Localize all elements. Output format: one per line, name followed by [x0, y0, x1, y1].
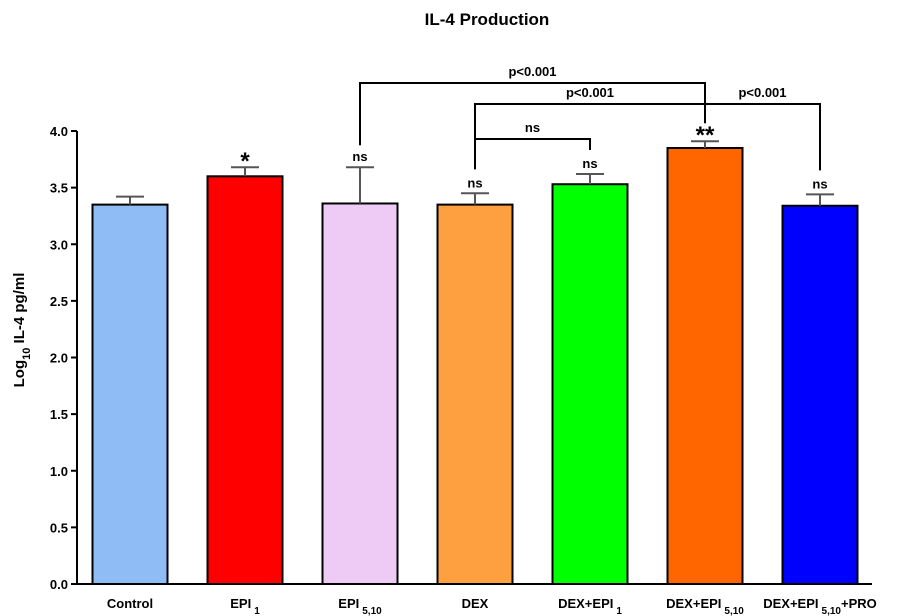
- x-category-label: EPI 1: [230, 596, 260, 616]
- comparison-bracket: [705, 103, 821, 171]
- comparison-bracket: [359, 82, 706, 146]
- x-category-label: EPI 5,10: [338, 596, 382, 616]
- bar: [666, 146, 744, 586]
- y-tick-label: 1.0: [50, 464, 68, 479]
- x-category-label: Control: [107, 596, 153, 611]
- y-tick-label: 0.5: [50, 520, 68, 535]
- bar: [91, 203, 169, 586]
- x-category-label: DEX+EPI 5,10+PRO: [763, 596, 877, 616]
- y-tick-label: 2.0: [50, 351, 68, 366]
- y-tick-label: 3.0: [50, 237, 68, 252]
- bars: [91, 140, 859, 586]
- annotations: * ns ns ns ** ns p<0.001 p<0.001 p<0.001 ns: [240, 64, 827, 191]
- comparison-bracket: [474, 138, 591, 170]
- comparison-label: p<0.001: [566, 85, 614, 100]
- y-tick-label: 2.5: [50, 294, 68, 309]
- significance-label: ns: [582, 156, 597, 171]
- y-axis-label-rest: IL-4 pg/ml: [11, 273, 28, 348]
- x-category-label: DEX+EPI 1: [558, 596, 622, 616]
- comparison-label: p<0.001: [508, 64, 556, 79]
- bar: [321, 202, 399, 585]
- y-axis-label-main: Log: [11, 360, 28, 388]
- y-tick-label: 3.5: [50, 181, 68, 196]
- comparison-label: p<0.001: [738, 85, 786, 100]
- significance-star: *: [240, 148, 250, 175]
- x-category-label: DEX+EPI 5,10: [666, 596, 744, 616]
- y-tick-label: 4.0: [50, 124, 68, 139]
- bar: [551, 183, 629, 585]
- significance-label: ns: [812, 176, 827, 191]
- comparison-label: ns: [525, 120, 540, 135]
- y-axis-label-sub: 10: [21, 348, 33, 360]
- bar: [781, 204, 859, 585]
- bar: [206, 175, 284, 586]
- bar: [436, 203, 514, 586]
- x-category-label: DEX: [462, 596, 489, 611]
- significance-label: ns: [352, 149, 367, 164]
- significance-star: **: [696, 122, 715, 149]
- category-labels: Control EPI 1 EPI 5,10 DEX DEX+EPI 1 DEX+EPI 5,10…: [107, 596, 877, 616]
- y-tick-label: 0.0: [50, 577, 68, 592]
- y-axis-label: Log10 IL-4 pg/ml: [11, 273, 33, 388]
- y-tick-label: 1.5: [50, 407, 68, 422]
- significance-label: ns: [467, 175, 482, 190]
- chart-title: IL-4 Production: [425, 10, 550, 29]
